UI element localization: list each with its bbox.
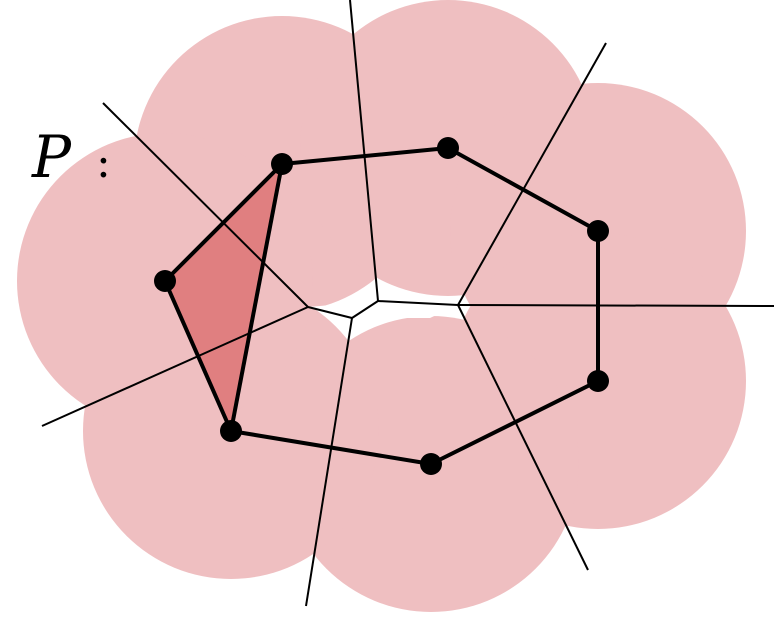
voronoi-edges <box>41 0 775 607</box>
vertex-point <box>154 270 176 292</box>
point-set-label: P <box>31 123 72 191</box>
voronoi-edge <box>457 304 589 571</box>
voronoi-edge <box>457 304 775 307</box>
triangle-diagonal <box>229 163 284 432</box>
voronoi-edge <box>351 300 379 319</box>
vertices <box>154 137 609 475</box>
vertex-point <box>587 220 609 242</box>
voronoi-edge <box>349 0 379 302</box>
voronoi-edge <box>305 317 353 607</box>
voronoi-edge <box>307 306 353 319</box>
vertex-point <box>420 453 442 475</box>
vertex-point <box>587 370 609 392</box>
vertex-point <box>437 137 459 159</box>
voronoi-edge <box>377 300 459 306</box>
voronoi-edge <box>41 306 309 427</box>
voronoi-edge <box>102 102 309 308</box>
delaunay-edges <box>163 146 600 466</box>
voronoi-edge <box>457 42 607 306</box>
uncovered-hole <box>308 301 458 318</box>
outer-polygon <box>163 146 600 466</box>
vertex-point <box>271 153 293 175</box>
vertex-point <box>220 420 242 442</box>
highlighted-triangle <box>165 164 282 431</box>
label-colon: : <box>96 137 111 188</box>
